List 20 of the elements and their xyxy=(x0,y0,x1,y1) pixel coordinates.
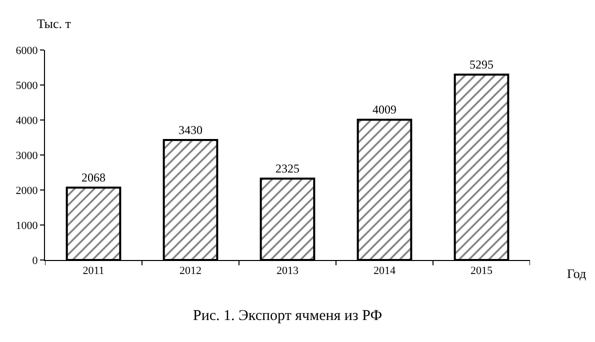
x-tick-label: 2011 xyxy=(82,265,104,278)
y-tick-label: 3000 xyxy=(16,150,38,162)
y-tick-label: 4000 xyxy=(16,114,38,127)
data-label: 2068 xyxy=(82,170,106,185)
data-label: 2325 xyxy=(276,162,300,176)
data-label: 4009 xyxy=(372,102,397,117)
text: Рис. 1. Экспорт ячменя из РФ xyxy=(193,308,382,324)
x-axis-title: Год xyxy=(567,266,586,281)
y-tick-label: 1000 xyxy=(16,220,38,232)
x-tick-label: 2015 xyxy=(470,265,493,278)
data-label: 5295 xyxy=(470,58,494,72)
x-tick-label: 2012 xyxy=(180,265,202,278)
x-tick-label: 2014 xyxy=(374,265,396,278)
y-tick-label: 5000 xyxy=(16,80,38,92)
x-tick-label: 2013 xyxy=(276,265,299,278)
data-label: 3430 xyxy=(178,122,203,137)
y-tick-label: 2000 xyxy=(16,184,38,197)
y-tick-label: 6000 xyxy=(16,44,38,57)
y-tick-label: 0 xyxy=(32,254,38,267)
y-axis-title: Тыс. т xyxy=(37,16,72,31)
